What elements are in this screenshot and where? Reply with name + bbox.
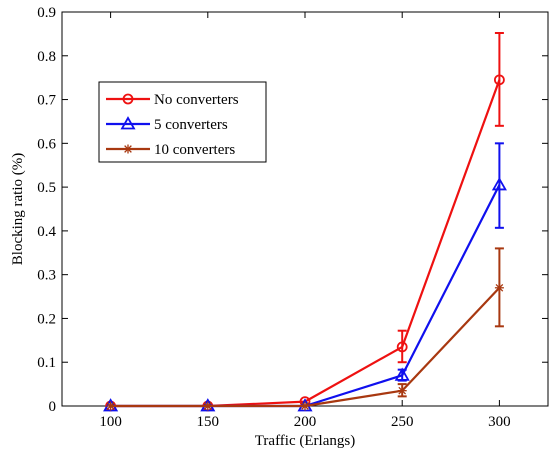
data-point [494, 283, 504, 293]
y-tick-labels: 0 0.1 0.2 0.3 0.4 0.5 0.6 0.7 0.8 0.9 [37, 5, 56, 415]
series-3 [106, 247, 504, 411]
x-axis-label: Traffic (Erlangs) [255, 433, 355, 449]
legend-marker [122, 93, 134, 105]
data-point [491, 177, 507, 191]
legend-entry-3: 10 converters [106, 142, 235, 158]
y-tick-label: 0.4 [37, 224, 56, 240]
legend-label: 5 converters [154, 117, 228, 133]
plot-area [61, 11, 549, 407]
legend-label: 10 converters [154, 142, 235, 158]
y-axis-label: Blocking ratio (%) [10, 153, 26, 265]
data-point [397, 386, 407, 396]
legend-marker [120, 116, 136, 130]
error-bar [494, 142, 504, 229]
y-tick-label: 0.1 [37, 355, 56, 371]
x-tick-label: 250 [391, 414, 414, 430]
data-point [300, 401, 310, 411]
legend-marker [123, 144, 133, 154]
y-tick-label: 0.2 [37, 311, 56, 327]
x-tick-label: 300 [488, 414, 511, 430]
y-tick-label: 0.9 [37, 5, 56, 21]
series-layer [103, 32, 507, 412]
legend-entry-2: 5 converters [106, 116, 228, 133]
data-point [396, 341, 408, 353]
x-tick-label: 100 [99, 414, 122, 430]
axis-ticks [62, 11, 548, 407]
y-tick-label: 0.5 [37, 180, 56, 196]
legend-label: No converters [154, 92, 239, 108]
y-tick-label: 0.3 [37, 268, 56, 284]
error-bar [494, 32, 504, 127]
data-point [394, 367, 410, 381]
x-tick-labels: 100 150 200 250 300 [99, 414, 510, 430]
legend: No converters 5 converters 10 converters [98, 81, 267, 163]
error-bar [397, 329, 407, 364]
legend-entry-1: No converters [106, 92, 239, 108]
y-tick-label: 0.6 [37, 136, 56, 152]
data-point [493, 74, 505, 86]
y-tick-label: 0 [49, 399, 57, 415]
x-tick-label: 150 [197, 414, 220, 430]
y-tick-label: 0.8 [37, 49, 56, 65]
y-tick-label: 0.7 [37, 93, 56, 109]
x-tick-label: 200 [294, 414, 317, 430]
data-point [203, 401, 213, 411]
data-point [106, 401, 116, 411]
